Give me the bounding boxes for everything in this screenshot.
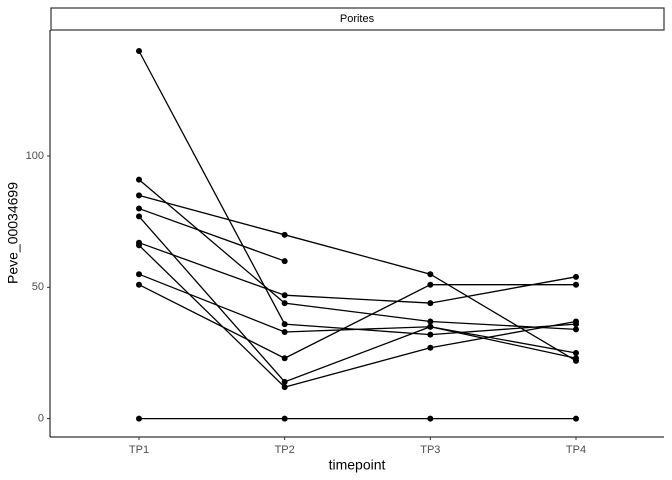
point xyxy=(427,331,434,338)
point xyxy=(281,231,288,238)
point xyxy=(427,323,434,330)
point xyxy=(427,281,434,288)
point xyxy=(573,281,579,288)
point xyxy=(281,378,288,385)
point xyxy=(281,300,288,307)
point xyxy=(281,384,288,391)
point xyxy=(427,415,434,422)
point xyxy=(573,415,579,422)
point xyxy=(573,318,579,325)
point xyxy=(573,349,579,356)
point xyxy=(427,318,434,325)
series-line xyxy=(138,242,577,304)
x-tick-label: TP4 xyxy=(566,444,586,456)
y-axis-title: Peve_00034699 xyxy=(5,182,21,284)
series-line xyxy=(138,244,577,388)
point xyxy=(573,326,579,333)
point xyxy=(281,328,288,335)
y-tick-label: 0 xyxy=(38,413,44,425)
point xyxy=(136,271,142,278)
point xyxy=(136,415,142,422)
point xyxy=(281,321,288,328)
point xyxy=(281,355,288,362)
series-line xyxy=(138,284,576,359)
series-line xyxy=(138,194,577,362)
y-tick-label: 50 xyxy=(32,281,44,293)
x-tick-label: TP1 xyxy=(129,444,149,456)
series-line xyxy=(138,179,577,330)
point xyxy=(427,271,434,278)
point xyxy=(427,300,434,307)
point xyxy=(281,258,288,265)
series-line xyxy=(138,207,285,262)
facet-strip xyxy=(50,7,665,31)
point xyxy=(136,281,142,288)
point xyxy=(573,355,579,362)
point xyxy=(281,415,288,422)
point xyxy=(281,292,288,299)
x-axis-title: timepoint xyxy=(329,457,386,473)
series-line xyxy=(138,50,577,336)
point xyxy=(427,344,434,351)
point xyxy=(136,242,142,249)
series-line xyxy=(138,273,577,354)
y-tick-label: 100 xyxy=(26,150,44,162)
point xyxy=(573,273,579,280)
x-tick-label: TP3 xyxy=(420,444,440,456)
point xyxy=(136,192,142,199)
facet-label: Porites xyxy=(340,13,375,25)
point xyxy=(136,205,142,212)
x-tick-label: TP2 xyxy=(275,444,295,456)
point xyxy=(136,176,142,183)
series-line xyxy=(138,216,577,383)
point xyxy=(136,213,142,220)
point xyxy=(136,48,142,55)
